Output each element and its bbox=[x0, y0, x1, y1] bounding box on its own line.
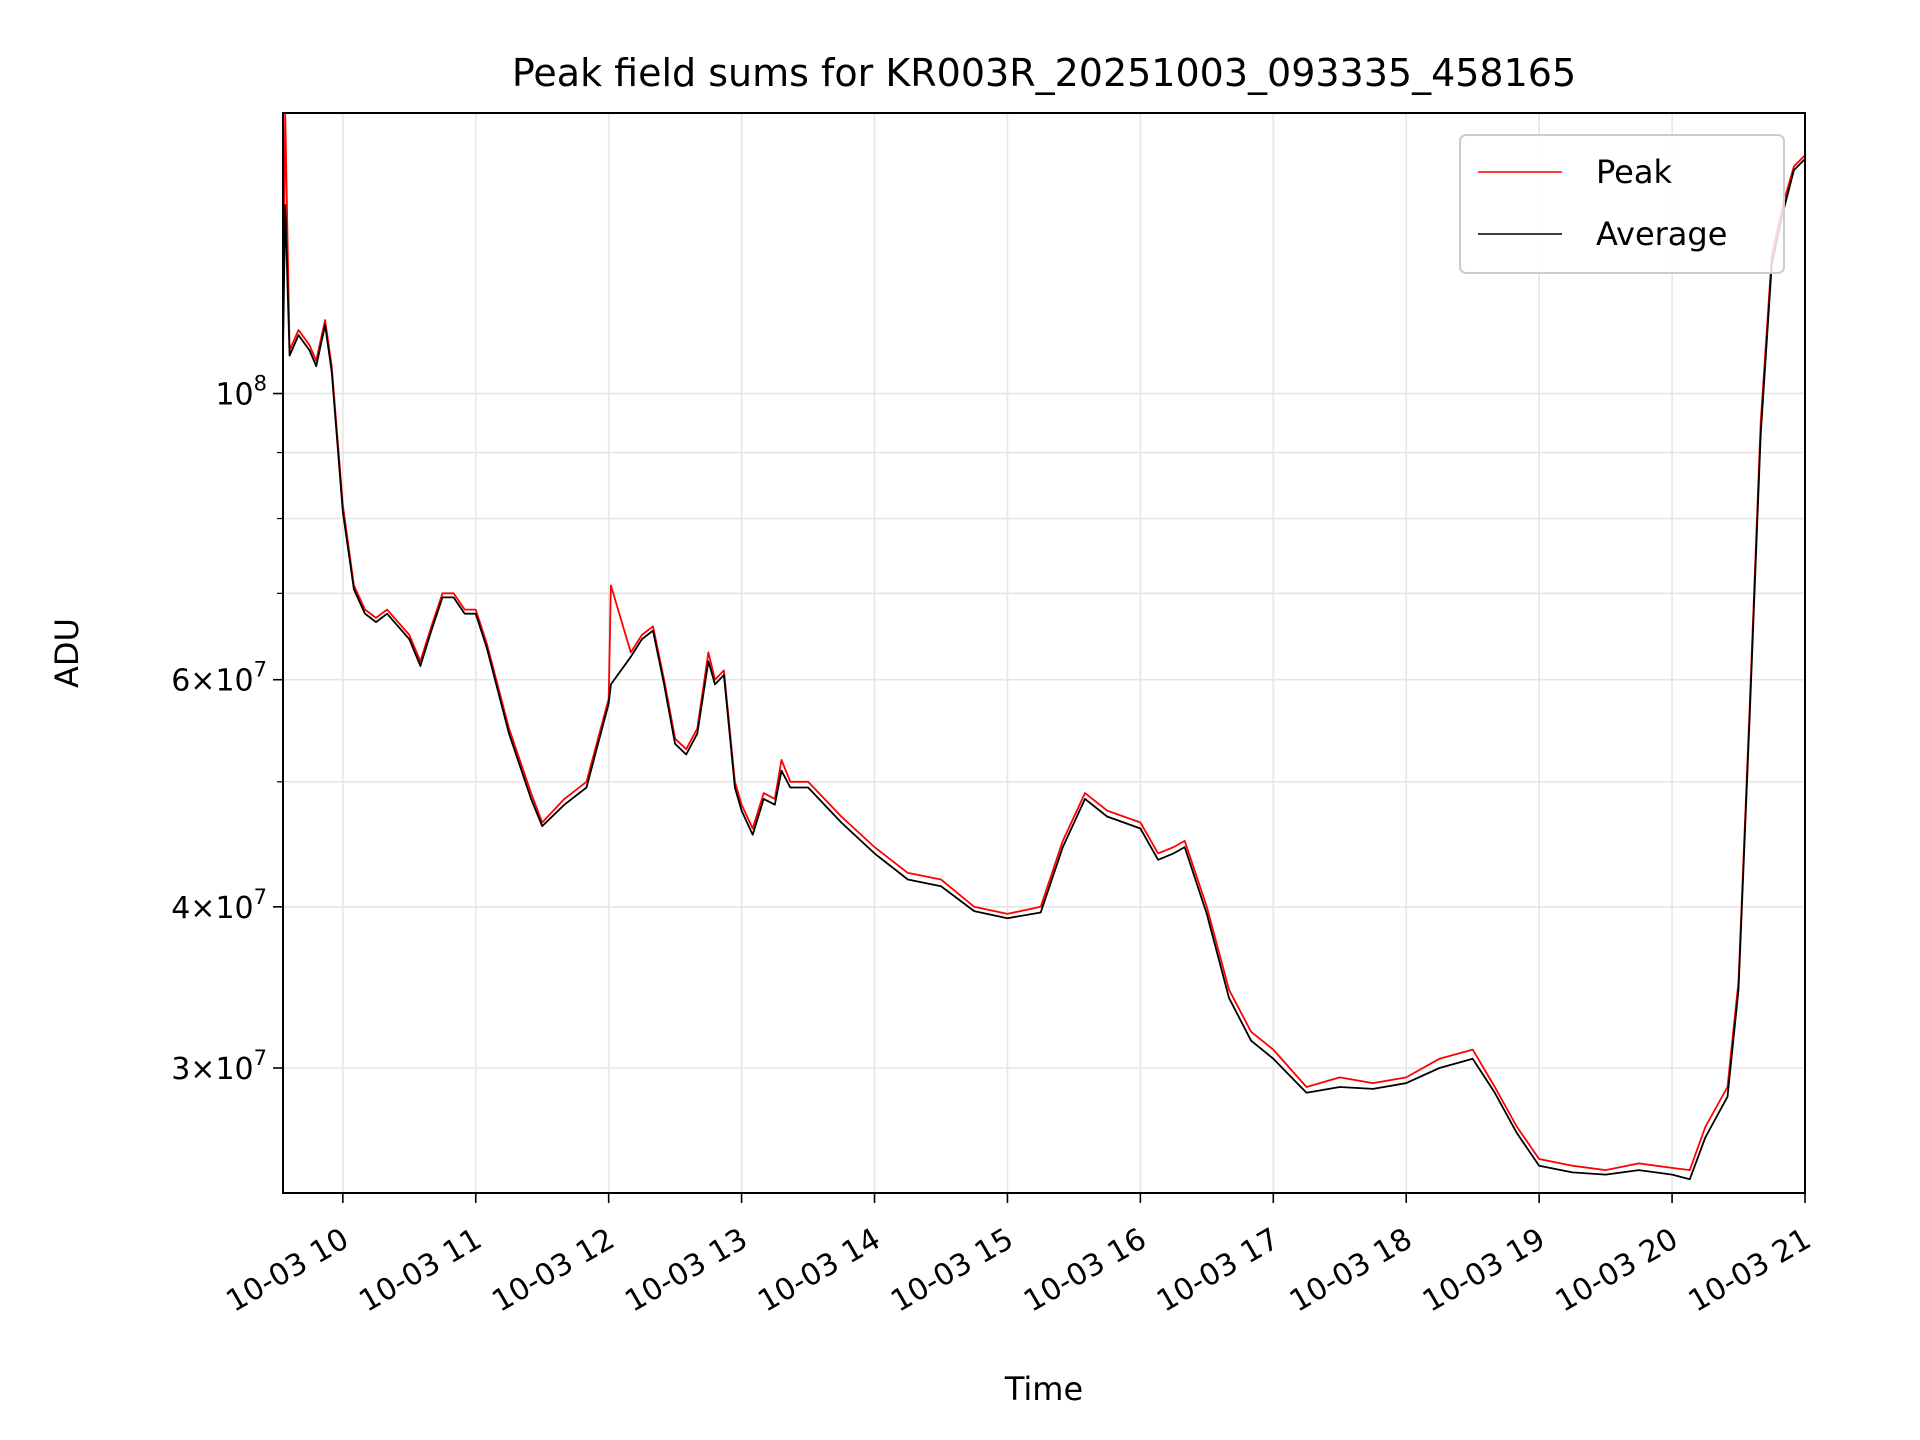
y-tick-exponent: 7 bbox=[254, 885, 267, 909]
x-axis-title: Time bbox=[1004, 1370, 1083, 1408]
y-tick-label: 3×107 bbox=[171, 1046, 267, 1087]
y-tick-times: × bbox=[190, 891, 215, 926]
y-tick-label: 4×107 bbox=[171, 885, 267, 926]
legend-label-average: Average bbox=[1596, 215, 1727, 253]
y-tick-times: × bbox=[190, 1052, 215, 1087]
series-line-peak bbox=[282, 112, 1806, 1171]
series-line-average bbox=[282, 158, 1806, 1181]
y-tick-label: 108 bbox=[215, 372, 267, 413]
plot-frame bbox=[282, 112, 1806, 1194]
y-tick-label: 6×107 bbox=[171, 658, 267, 699]
grid bbox=[283, 113, 1806, 1193]
y-tick-exponent: 7 bbox=[254, 658, 267, 682]
y-tick-mantissa: 4 bbox=[171, 891, 190, 926]
chart-title: Peak field sums for KR003R_20251003_0933… bbox=[512, 51, 1576, 95]
legend-label-peak: Peak bbox=[1596, 153, 1672, 191]
y-axis-title: ADU bbox=[48, 618, 86, 688]
legend-box bbox=[1459, 134, 1785, 274]
y-tick-mantissa: 6 bbox=[171, 664, 190, 699]
y-tick-base: 10 bbox=[215, 1052, 253, 1087]
series-layer bbox=[282, 112, 1806, 1181]
y-tick-base: 10 bbox=[215, 664, 253, 699]
y-tick-base: 10 bbox=[215, 891, 253, 926]
legend: Peak Average bbox=[1459, 134, 1785, 274]
y-tick-exponent: 7 bbox=[254, 1046, 267, 1070]
y-tick-times: × bbox=[190, 664, 215, 699]
y-tick-mantissa: 3 bbox=[171, 1052, 190, 1087]
y-tick-exponent: 8 bbox=[254, 372, 267, 396]
y-tick-base: 10 bbox=[215, 378, 253, 413]
